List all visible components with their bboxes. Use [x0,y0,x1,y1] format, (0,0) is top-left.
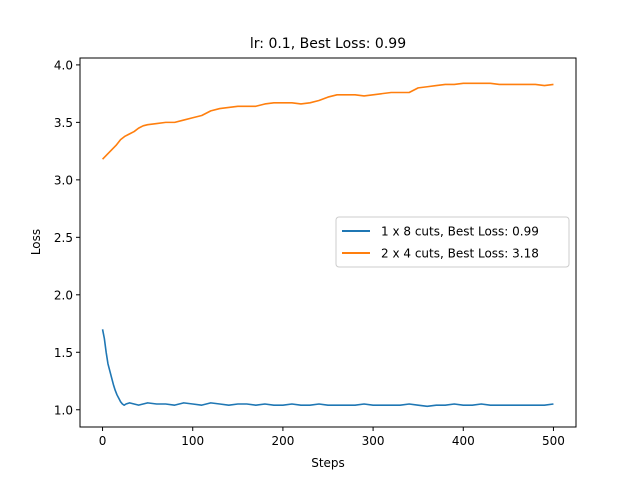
x-tick-label: 200 [271,434,294,448]
legend: 1 x 8 cuts, Best Loss: 0.99 2 x 4 cuts, … [335,216,570,268]
y-tick-label: 2.0 [54,288,73,302]
legend-box [335,216,570,268]
legend-label-series-2: 2 x 4 cuts, Best Loss: 3.18 [381,247,539,261]
series-layer [101,82,554,408]
chart-title: lr: 0.1, Best Loss: 0.99 [250,36,406,52]
y-tick-label: 4.0 [54,58,73,72]
y-axis-ticks: 1.0 1.5 2.0 2.5 3.0 3.5 4.0 [54,58,80,417]
axes-frame [79,57,577,428]
y-tick-label: 3.0 [54,173,73,187]
x-tick-label: 500 [542,434,565,448]
x-tick-label: 300 [362,434,385,448]
y-axis-label: Loss [29,229,43,255]
x-tick-label: 400 [452,434,475,448]
x-tick-label: 100 [181,434,204,448]
y-tick-label: 1.0 [54,403,73,417]
y-tick-label: 1.5 [54,346,73,360]
x-tick-label: 0 [99,434,107,448]
y-tick-label: 2.5 [54,231,73,245]
x-axis-label: Steps [311,456,345,470]
series-line-2 [101,82,554,160]
y-tick-label: 3.5 [54,116,73,130]
legend-label-series-1: 1 x 8 cuts, Best Loss: 0.99 [381,225,539,239]
x-axis-ticks: 0 100 200 300 400 500 [99,427,565,448]
series-line-1 [101,329,554,408]
